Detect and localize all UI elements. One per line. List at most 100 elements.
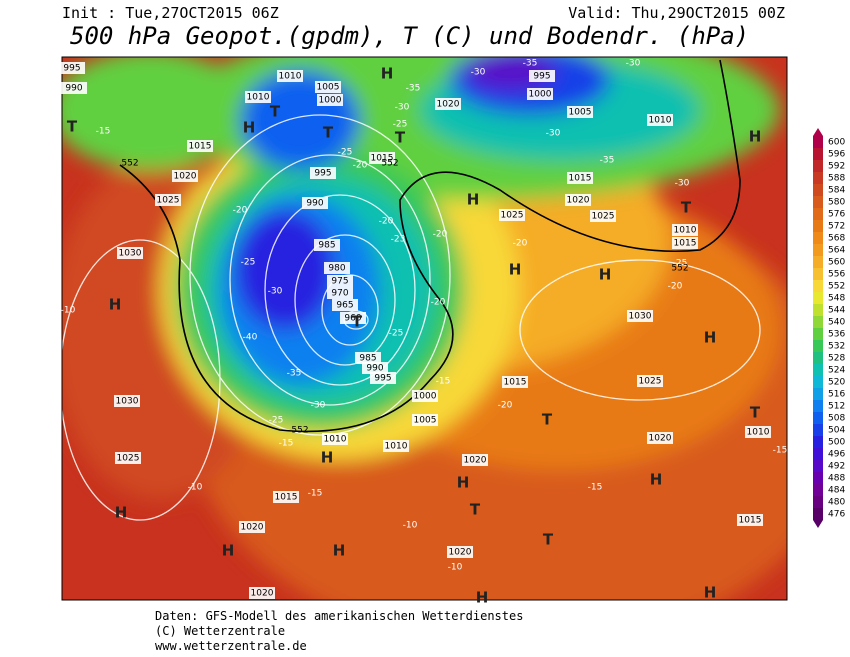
copyright: (C) Wetterzentrale — [155, 624, 285, 638]
valid-time: Valid: Thu,29OCT2015 00Z — [568, 4, 785, 22]
isobar-label-box — [59, 62, 85, 74]
colorbar-band — [813, 328, 823, 340]
pressure-center: H — [509, 261, 522, 279]
isobar-label-box — [322, 433, 348, 445]
isobar-label: 1000 — [319, 96, 342, 106]
isotherm-label: -20 — [233, 206, 248, 216]
isobar-label-box — [362, 362, 388, 374]
isotherm-label: -30 — [675, 179, 690, 189]
source-note: Daten: GFS-Modell des amerikanischen Wet… — [155, 609, 523, 623]
isotherm-label: -30 — [395, 103, 410, 113]
isobar-label: 965 — [336, 301, 353, 311]
pressure-center: T — [470, 501, 481, 519]
colorbar-band — [813, 424, 823, 436]
isobar-label-box — [310, 167, 336, 179]
isobar-label-box — [315, 81, 341, 93]
colorbar-band — [813, 244, 823, 256]
colorbar-label: 524 — [828, 366, 845, 376]
isobar-label-box — [447, 546, 473, 558]
isobar-label-box — [745, 426, 771, 438]
isobar-label: 1015 — [371, 154, 394, 164]
isotherm-label: -15 — [96, 127, 111, 137]
isotherm-label: -23 — [391, 235, 406, 245]
isobar-label: 1010 — [385, 442, 408, 452]
colorbar-label: 480 — [828, 498, 845, 508]
isobar-label-box — [355, 352, 381, 364]
isobar-label: 990 — [65, 84, 82, 94]
isobar-label-box — [187, 140, 213, 152]
isobar-label-box — [383, 440, 409, 452]
colorbar-label: 600 — [828, 138, 845, 148]
isobar-label-box — [529, 70, 555, 82]
isobar-label-box — [327, 275, 353, 287]
colorbar-band — [813, 148, 823, 160]
isobar-label-box — [115, 452, 141, 464]
colorbar-band — [813, 136, 823, 148]
isobar-label: 1025 — [592, 212, 615, 222]
isobar-label: 1015 — [189, 142, 212, 152]
colorbar-label: 572 — [828, 222, 845, 232]
colorbar-label: 528 — [828, 354, 845, 364]
isotherm-label: -15 — [588, 483, 603, 493]
isobar-label-box — [155, 194, 181, 206]
isotherm-label: -10 — [448, 563, 463, 573]
pressure-center: H — [109, 296, 122, 314]
isobar-label: 995 — [314, 169, 331, 179]
isobar-label-box — [114, 395, 140, 407]
isotherm-label: -20 — [353, 161, 368, 171]
colorbar-label: 476 — [828, 510, 845, 520]
colorbar-label: 516 — [828, 390, 845, 400]
colorbar-cap — [813, 520, 823, 528]
pressure-center: H — [599, 266, 612, 284]
isobar-label: 1020 — [464, 456, 487, 466]
isotherm-label: -25 — [673, 259, 688, 269]
colorbar-label: 492 — [828, 462, 845, 472]
isobar-label: 1030 — [119, 249, 142, 259]
isobar-label: 990 — [366, 364, 383, 374]
url: www.wetterzentrale.de — [155, 639, 307, 653]
isobar-label-box — [332, 299, 358, 311]
colorbar-label: 564 — [828, 246, 845, 256]
colorbar-label: 548 — [828, 294, 845, 304]
isobar-label: 985 — [359, 354, 376, 364]
isotherm-label: -10 — [403, 521, 418, 531]
geopotential-label: 552 — [121, 159, 138, 169]
colorbar-band — [813, 352, 823, 364]
isotherm-label: -20 — [668, 282, 683, 292]
isobar-label-box — [435, 98, 461, 110]
init-time: Init : Tue,27OCT2015 06Z — [62, 4, 279, 22]
isotherm-label: -20 — [433, 230, 448, 240]
isotherm-label: -35 — [406, 84, 421, 94]
colorbar-label: 580 — [828, 198, 845, 208]
isobar-label: 1020 — [241, 523, 264, 533]
isobar-label: 1015 — [739, 516, 762, 526]
isobar-label: 1025 — [117, 454, 140, 464]
geopotential-label: 552 — [291, 426, 308, 436]
isobar-label-box — [672, 237, 698, 249]
pressure-center: H — [749, 128, 762, 146]
colorbar-label: 540 — [828, 318, 845, 328]
pressure-center: T — [542, 411, 553, 429]
colorbar-band — [813, 184, 823, 196]
colorbar-band — [813, 160, 823, 172]
colorbar-band — [813, 436, 823, 448]
isotherm-label: -35 — [287, 369, 302, 379]
isobar-label-box — [627, 310, 653, 322]
colorbar-band — [813, 412, 823, 424]
pressure-center: T — [750, 404, 761, 422]
colorbar-label: 544 — [828, 306, 845, 316]
colorbar-band — [813, 400, 823, 412]
pressure-center: H — [704, 584, 717, 602]
isotherm-label: -10 — [188, 483, 203, 493]
isobar-label-box — [172, 170, 198, 182]
colorbar-label: 488 — [828, 474, 845, 484]
pressure-center: T — [270, 103, 281, 121]
pressure-center: H — [650, 471, 663, 489]
isobar-label: 985 — [318, 241, 335, 251]
isobar-label: 980 — [328, 264, 345, 274]
isobar-label: 1020 — [649, 434, 672, 444]
colorbar-label: 508 — [828, 414, 845, 424]
isobar-label: 1010 — [674, 226, 697, 236]
map-field — [62, 57, 787, 600]
colorbar-band — [813, 280, 823, 292]
